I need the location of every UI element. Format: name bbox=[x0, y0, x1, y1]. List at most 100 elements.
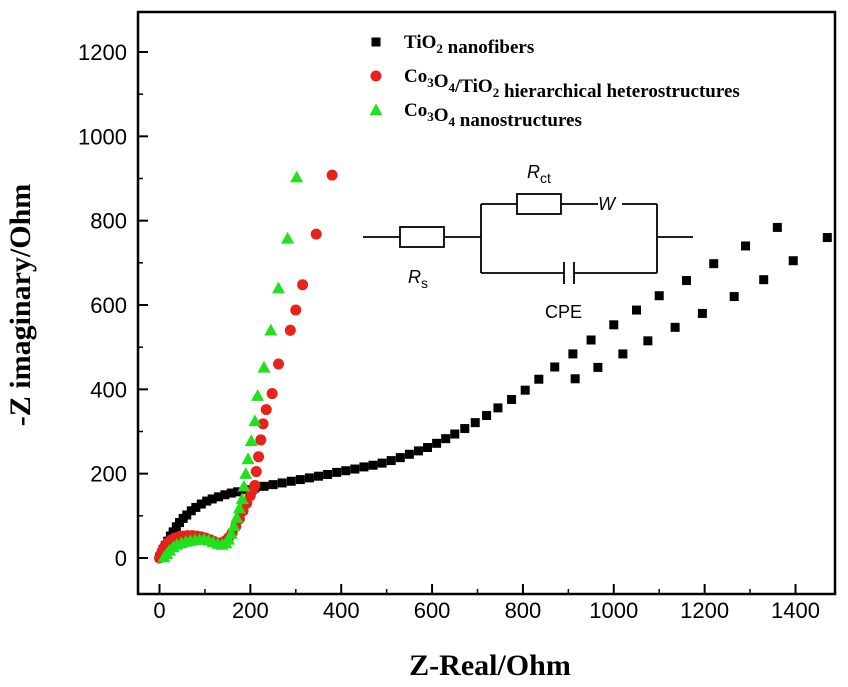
data-point bbox=[520, 385, 530, 395]
data-point bbox=[423, 443, 433, 453]
data-point bbox=[368, 460, 378, 470]
data-point bbox=[259, 481, 269, 491]
legend-label: Co3O4 nanostructures bbox=[404, 100, 582, 131]
y-tick-label: 0 bbox=[115, 546, 127, 571]
data-point bbox=[230, 511, 244, 523]
data-point bbox=[432, 438, 442, 448]
rct-label: Rct bbox=[527, 162, 551, 186]
data-point bbox=[741, 241, 751, 251]
legend-label-part: /TiO bbox=[454, 76, 493, 97]
data-point bbox=[654, 291, 664, 301]
series-co3o4-nanostructures bbox=[157, 170, 304, 563]
rs-label: Rs bbox=[408, 267, 428, 291]
rct-label-sub: ct bbox=[540, 170, 551, 186]
data-point bbox=[257, 418, 269, 430]
data-point bbox=[609, 320, 619, 330]
x-tick-label: 600 bbox=[414, 598, 451, 623]
data-point bbox=[643, 336, 653, 346]
data-point bbox=[304, 473, 314, 483]
data-point bbox=[237, 479, 251, 492]
legend-label-subscript: 3 bbox=[427, 75, 434, 90]
data-point bbox=[404, 449, 414, 459]
data-point bbox=[729, 292, 739, 302]
data-point bbox=[207, 494, 217, 504]
x-tick-label: 400 bbox=[323, 598, 360, 623]
data-point bbox=[260, 404, 272, 416]
data-point bbox=[441, 434, 451, 444]
data-point bbox=[493, 403, 503, 413]
y-tick-label: 200 bbox=[90, 462, 127, 487]
data-point bbox=[168, 527, 178, 537]
rs-label-main: R bbox=[408, 267, 421, 287]
data-point bbox=[395, 453, 405, 463]
legend-label-subscript: 4 bbox=[449, 80, 456, 95]
data-point bbox=[277, 478, 287, 488]
data-point bbox=[323, 470, 333, 480]
x-tick-label: 800 bbox=[505, 598, 542, 623]
data-point bbox=[235, 492, 249, 505]
plot-frame bbox=[136, 10, 837, 596]
data-point bbox=[214, 492, 224, 502]
legend-label-subscript: 2 bbox=[436, 41, 443, 56]
data-point bbox=[226, 488, 236, 498]
data-point bbox=[239, 467, 253, 479]
data-point bbox=[709, 259, 719, 269]
data-point bbox=[341, 466, 351, 476]
legend-label-part: TiO bbox=[404, 32, 436, 53]
y-tick-label: 1000 bbox=[78, 124, 127, 149]
y-tick-label: 600 bbox=[90, 293, 127, 318]
legend-label-part: Co bbox=[404, 100, 427, 121]
data-point bbox=[290, 170, 304, 183]
data-point bbox=[681, 276, 691, 286]
legend-marker bbox=[370, 70, 382, 82]
data-point bbox=[697, 308, 707, 318]
data-point bbox=[670, 322, 680, 332]
data-point bbox=[507, 394, 517, 404]
legend-label-part: O bbox=[434, 105, 449, 126]
data-point bbox=[227, 519, 241, 532]
x-tick-label: 1200 bbox=[680, 598, 729, 623]
data-point bbox=[386, 456, 396, 466]
data-point bbox=[759, 275, 769, 285]
data-point bbox=[182, 510, 192, 520]
data-point bbox=[257, 360, 271, 373]
circuit-labels: Rs Rct W CPE bbox=[408, 162, 617, 322]
data-point bbox=[450, 429, 460, 439]
data-point bbox=[264, 323, 278, 336]
legend-marker bbox=[371, 37, 381, 47]
data-point bbox=[618, 349, 628, 359]
data-point bbox=[359, 462, 369, 472]
legend-label-subscript: 3 bbox=[427, 109, 434, 124]
data-point bbox=[248, 414, 262, 427]
data-point bbox=[250, 466, 262, 478]
data-point bbox=[332, 467, 342, 477]
data-point bbox=[377, 458, 387, 468]
data-point bbox=[550, 362, 560, 372]
y-axis-title: -Z imaginary/Ohm bbox=[4, 184, 37, 427]
data-point bbox=[295, 475, 305, 485]
series-co3o4-tio2-heterostructures bbox=[154, 169, 338, 564]
y-tick-label: 400 bbox=[90, 377, 127, 402]
x-tick-label: 1400 bbox=[771, 598, 820, 623]
rct-label-main: R bbox=[527, 162, 540, 182]
cpe-label: CPE bbox=[545, 302, 582, 322]
data-point bbox=[255, 434, 267, 446]
data-point bbox=[202, 496, 212, 506]
rs-resistor bbox=[399, 226, 445, 248]
data-point bbox=[253, 451, 265, 463]
legend-marker bbox=[369, 103, 383, 116]
rs-label-sub: s bbox=[421, 275, 428, 291]
data-point bbox=[788, 256, 798, 266]
data-point bbox=[822, 233, 832, 243]
x-tick-label: 1000 bbox=[589, 598, 638, 623]
data-point bbox=[350, 464, 360, 474]
data-point bbox=[273, 358, 285, 370]
data-point bbox=[233, 487, 243, 497]
data-point bbox=[266, 388, 278, 400]
rct-resistor bbox=[516, 193, 562, 215]
y-tick-label: 800 bbox=[90, 209, 127, 234]
data-point bbox=[196, 499, 206, 509]
data-point bbox=[249, 479, 261, 491]
